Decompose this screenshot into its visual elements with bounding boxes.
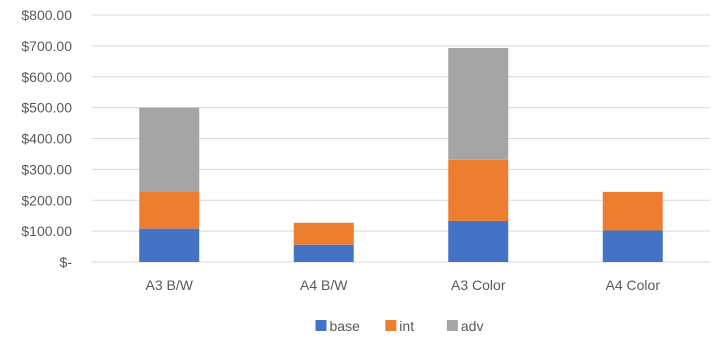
bar-base-2 [448,220,509,262]
x-axis-tick-labels: A3 B/W A4 B/W A3 Color A4 Color [146,277,661,293]
y-tick-label: $100.00 [21,223,72,239]
y-axis-tick-labels: $- $100.00 $200.00 $300.00 $400.00 $500.00 $60… [21,7,72,270]
y-tick-label: $600.00 [21,69,72,85]
bar-int-1 [293,222,354,245]
bar-adv-2 [448,48,509,160]
x-tick-label: A3 Color [451,277,506,293]
legend: base int adv [315,318,484,334]
legend-swatch-base [315,320,327,331]
bar-base-3 [602,230,663,262]
bar-int-2 [448,159,509,221]
y-tick-label: $500.00 [21,100,72,116]
x-tick-label: A3 B/W [146,277,194,293]
bar-base-0 [139,228,200,262]
y-tick-label: $800.00 [21,7,72,23]
y-tick-label: $200.00 [21,192,72,208]
bars [139,48,663,262]
x-tick-label: A4 B/W [300,277,348,293]
y-tick-label: $- [60,254,73,270]
legend-swatch-int [385,320,397,331]
bar-int-0 [139,191,200,229]
bar-base-1 [293,244,354,262]
bar-int-3 [602,191,663,231]
legend-label-base: base [330,318,361,334]
x-tick-label: A4 Color [606,277,661,293]
y-tick-label: $700.00 [21,38,72,54]
legend-label-int: int [399,318,414,334]
bar-adv-0 [139,107,200,192]
legend-label-adv: adv [461,318,484,334]
y-tick-label: $300.00 [21,161,72,177]
y-tick-label: $400.00 [21,131,72,147]
legend-swatch-adv [446,320,458,331]
